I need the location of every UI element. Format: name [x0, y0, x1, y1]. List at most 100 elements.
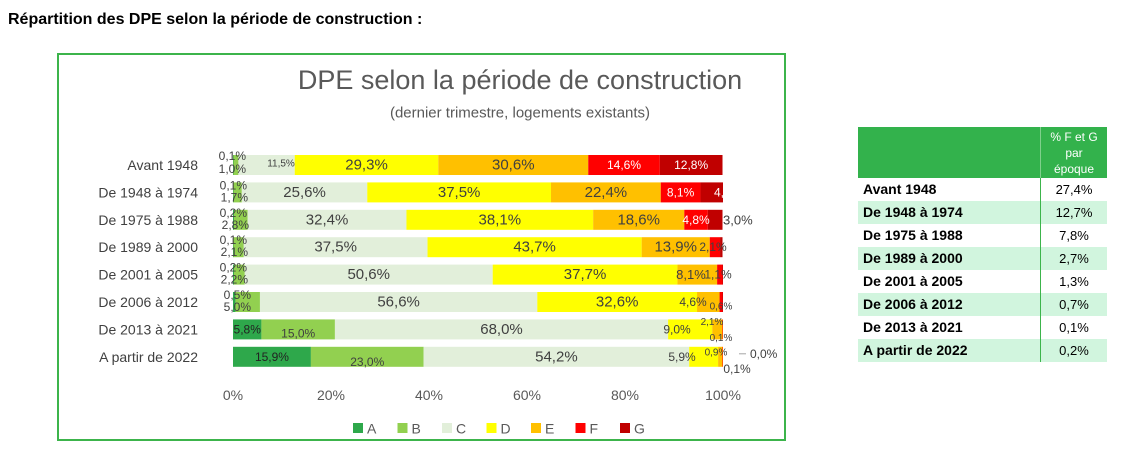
legend-label-g: G	[634, 421, 645, 437]
data-label-g-de-2006-a-2012: 0,1%	[738, 295, 766, 309]
data-label-b-avant-1948: 1,0%	[219, 162, 247, 176]
data-label-e-de-2001-a-2005: 8,1%	[676, 267, 706, 282]
bar-segment-b-de-1948-a-1974	[233, 182, 242, 203]
stacked-bar-chart: DPE selon la période de construction (de…	[98, 65, 778, 437]
data-label-c-a-partir-de-2022: 54,2%	[535, 348, 578, 365]
chart-frame	[57, 53, 786, 441]
table-header-line-1: % F et G	[1050, 129, 1098, 144]
data-label-c-de-2013-a-2021: 68,0%	[480, 321, 523, 338]
data-label-g-de-1948-a-1974: 4,6%	[714, 185, 742, 199]
category-axis: Avant 1948 De 1948 à 1974 De 1975 à 1988 De…	[98, 157, 198, 365]
table-period-label: Avant 1948	[863, 181, 937, 197]
data-label-f-de-2006-a-2012: 0,6%	[710, 302, 733, 313]
x-tick-label-80: 80%	[611, 387, 639, 403]
bar-segment-d-a-partir-de-2022	[689, 346, 719, 367]
table-row-de-2013-a-2021: De 2013 à 2021 0,1%	[858, 316, 1107, 339]
x-tick-label-0: 0%	[223, 387, 243, 403]
data-label-e-de-1989-a-2000: 13,9%	[654, 239, 697, 256]
data-label-g-de-1975-a-1988: 3,0%	[723, 212, 753, 227]
data-label-g-a-partir-de-2022: 0,0%	[750, 347, 778, 361]
table-row-de-1989-a-2000: De 1989 à 2000 2,7%	[858, 247, 1107, 270]
legend-label-c: C	[456, 421, 466, 437]
data-label-f-de-2001-a-2005: 1,1%	[704, 268, 732, 282]
data-label-d-a-partir-de-2022: 5,9%	[668, 350, 696, 364]
data-label-e-avant-1948: 30,6%	[492, 157, 535, 174]
table-row-de-1975-a-1988: De 1975 à 1988 7,8%	[858, 224, 1107, 247]
bar-segment-c-de-1989-a-2000	[243, 237, 428, 258]
legend: A B C D E F G	[353, 421, 645, 437]
x-tick-label-20: 20%	[317, 387, 345, 403]
table-period-label: De 2001 à 2005	[863, 273, 963, 289]
bar-segment-g-de-1948-a-1974	[700, 182, 723, 203]
table-row-a-partir-de-2022: A partir de 2022 0,2%	[858, 339, 1107, 362]
data-label-a-de-1948-a-1974: 0,1%	[220, 178, 248, 192]
bar-segment-c-avant-1948	[238, 155, 295, 175]
data-label-g-de-2001-a-2005: 0,1%	[737, 268, 765, 282]
chart-subtitle: (dernier trimestre, logements existants)	[390, 105, 650, 122]
bar-segment-g-de-1989-a-2000	[720, 237, 723, 258]
bar-segment-b-de-2001-a-2005	[233, 264, 245, 285]
table-period-label: De 2013 à 2021	[863, 319, 963, 335]
data-label-b-de-2001-a-2005: 2,2%	[221, 273, 249, 287]
bar-segment-e-avant-1948	[438, 155, 589, 175]
table-fg-share-value: 27,4%	[1040, 178, 1107, 201]
legend-swatch-b	[397, 423, 408, 433]
chart-title: DPE selon la période de construction	[298, 65, 742, 95]
legend-swatch-f	[575, 423, 586, 433]
bar-segment-c-a-partir-de-2022	[423, 346, 690, 367]
bar-segment-f-de-1989-a-2000	[709, 237, 721, 258]
x-tick-label-100: 100%	[705, 387, 741, 403]
data-label-c-de-2001-a-2005: 50,6%	[347, 266, 390, 283]
table-row-de-2001-a-2005: De 2001 à 2005 1,3%	[858, 270, 1107, 293]
data-label-f-de-1989-a-2000: 2,1%	[699, 240, 727, 254]
data-label-b-de-1948-a-1974: 1,7%	[221, 190, 249, 204]
data-label-d-de-1989-a-2000: 43,7%	[513, 239, 556, 256]
data-label-a-de-1975-a-1988: 0,2%	[220, 206, 248, 220]
data-label-g-de-2013-a-2021: 0,0%	[738, 326, 763, 338]
data-label-g-de-1989-a-2000: 0,5%	[733, 240, 761, 254]
data-label-c-de-1989-a-2000: 37,5%	[314, 239, 357, 256]
legend-label-e: E	[545, 421, 554, 437]
bar-segment-d-de-1975-a-1988	[406, 209, 594, 230]
data-label-c-de-2006-a-2012: 56,6%	[377, 294, 420, 311]
table-fg-share-value: 0,1%	[1040, 316, 1107, 339]
x-axis: 0% 20% 40% 60% 80% 100%	[223, 387, 741, 403]
bar-segment-c-de-1975-a-1988	[247, 209, 407, 230]
bar-segment-e-de-1989-a-2000	[641, 237, 710, 258]
legend-swatch-g	[620, 423, 630, 433]
data-label-f-de-1948-a-1974: 8,1%	[667, 185, 695, 199]
data-label-d-de-2001-a-2005: 37,7%	[564, 266, 607, 283]
data-label-g-avant-1948: 12,8%	[674, 158, 708, 172]
bar-segment-b-a-partir-de-2022	[310, 346, 424, 367]
bar-segment-d-de-1948-a-1974	[367, 182, 552, 203]
table-period-label: De 1975 à 1988	[863, 227, 963, 243]
bar-segment-e-a-partir-de-2022	[718, 346, 723, 367]
bar-segment-b-avant-1948	[233, 155, 239, 175]
table-fg-share-value: 0,2%	[1040, 339, 1107, 362]
bar-segment-a-de-1975-a-1988	[233, 209, 234, 230]
table-header-line-2: par	[1065, 145, 1083, 160]
legend-label-d: D	[501, 421, 511, 437]
data-label-e-de-1975-a-1988: 18,6%	[617, 211, 660, 228]
data-label-e-de-2006-a-2012: 4,6%	[679, 295, 707, 309]
table-period-label: De 1948 à 1974	[863, 204, 963, 220]
data-label-a-de-2006-a-2012: 0,5%	[224, 288, 252, 302]
bar-segment-f-de-2001-a-2005	[717, 264, 723, 285]
table-body: Avant 1948 27,4% De 1948 à 1974 12,7% De 197…	[858, 178, 1107, 362]
table-fg-share-value: 0,7%	[1040, 293, 1107, 316]
bar-segment-g-avant-1948	[659, 155, 723, 175]
bar-segments	[233, 155, 723, 367]
category-label-de-1989-a-2000: De 1989 à 2000	[98, 239, 198, 255]
data-label-b-de-2013-a-2021: 15,0%	[281, 326, 315, 340]
data-label-c-de-1948-a-1974: 25,6%	[283, 184, 326, 201]
table-period-label: A partir de 2022	[863, 342, 968, 358]
data-label-b-a-partir-de-2022: 23,0%	[350, 355, 384, 369]
bar-segment-a-de-2013-a-2021	[233, 319, 262, 340]
data-label-c-avant-1948: 11,5%	[267, 159, 295, 170]
legend-label-a: A	[367, 421, 377, 437]
bar-segment-d-de-2001-a-2005	[492, 264, 678, 285]
bar-segment-d-avant-1948	[294, 155, 439, 175]
bar-segment-c-de-2001-a-2005	[244, 264, 493, 285]
table-row-avant-1948: Avant 1948 27,4%	[858, 178, 1107, 201]
legend-swatch-d	[486, 423, 497, 433]
